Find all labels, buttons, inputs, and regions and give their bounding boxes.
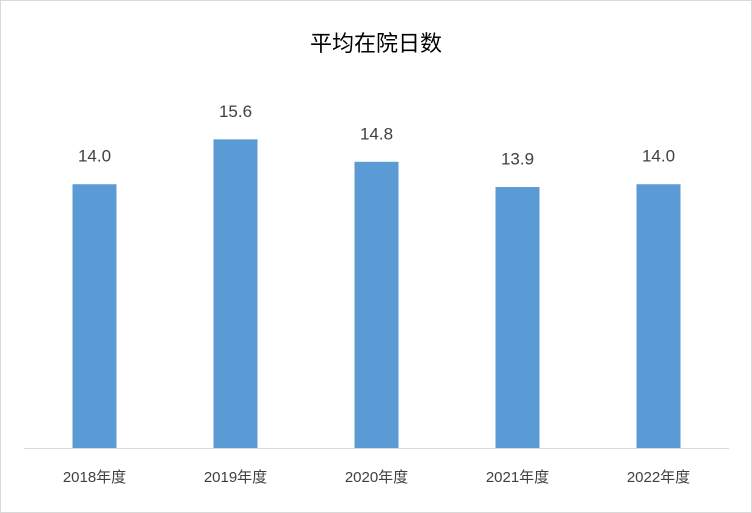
x-tick-label: 2021年度 (486, 469, 549, 486)
bar (72, 184, 117, 448)
x-tick-label: 2019年度 (204, 469, 267, 486)
x-tick-label: 2020年度 (345, 469, 408, 486)
data-label: 14.0 (78, 147, 111, 166)
chart-title: 平均在院日数 (310, 31, 442, 56)
x-tick-label: 2018年度 (63, 469, 126, 486)
data-label: 14.0 (642, 147, 675, 166)
bar (636, 184, 681, 448)
bar (354, 161, 399, 448)
bar (213, 139, 258, 449)
x-tick-label: 2022年度 (627, 469, 690, 486)
data-label: 13.9 (501, 150, 534, 169)
bar (495, 187, 540, 448)
data-label: 14.8 (360, 124, 393, 143)
data-label: 15.6 (219, 102, 252, 121)
